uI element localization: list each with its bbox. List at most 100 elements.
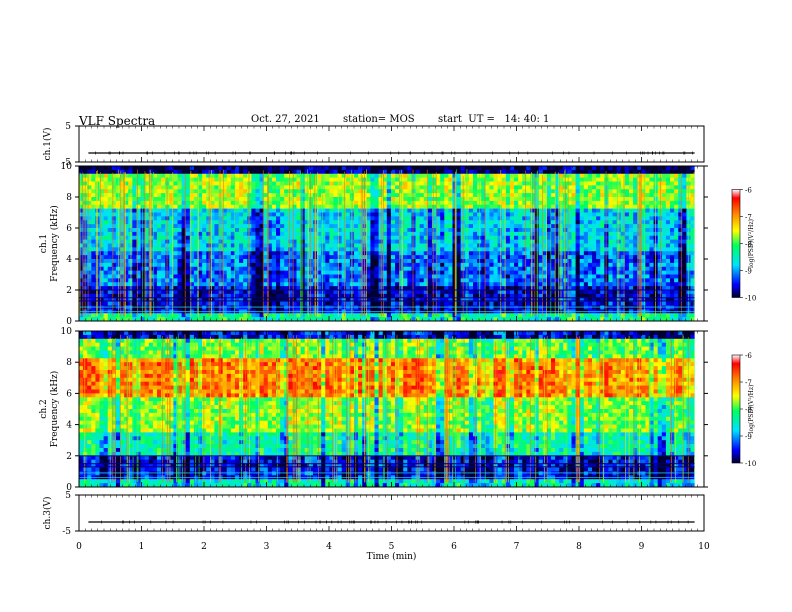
psd-cell: [530, 247, 535, 252]
psd-cell: [452, 262, 457, 268]
psd-cell: [79, 169, 84, 175]
psd-cell: [587, 247, 593, 252]
psd-cell: [518, 255, 523, 260]
psd-cell: [620, 204, 626, 210]
psd-cell: [592, 262, 597, 268]
psd-cell: [526, 255, 531, 260]
psd-cell: [546, 235, 552, 241]
psd-cell: [325, 259, 330, 264]
psd-cell: [226, 243, 232, 248]
psd-cell: [239, 220, 244, 225]
psd-cell: [600, 278, 605, 283]
psd-cell: [411, 224, 416, 229]
psd-cell: [218, 282, 224, 287]
psd-cell: [288, 208, 293, 213]
psd-cell: [575, 243, 581, 248]
psd-cell: [152, 286, 158, 291]
psd-cell: [124, 169, 129, 175]
psd-cell: [505, 239, 511, 244]
psd-cell: [177, 204, 182, 210]
psd-cell: [280, 274, 285, 279]
psd-cell: [427, 231, 433, 237]
psd-cell: [444, 274, 449, 279]
psd-cell: [247, 224, 252, 229]
psd-cell: [91, 278, 96, 283]
psd-cell: [436, 278, 441, 283]
psd-cell: [575, 189, 581, 194]
psd-cell: [493, 197, 499, 202]
psd-cell: [456, 228, 462, 233]
psd-cell: [407, 189, 412, 194]
psd-cell: [115, 274, 121, 279]
psd-cell: [567, 231, 572, 237]
psd-cell: [337, 200, 343, 206]
psd-cell: [661, 197, 667, 202]
psd-cell: [198, 282, 203, 287]
psd-cell: [165, 200, 170, 206]
psd-cell: [526, 282, 531, 287]
psd-cell: [620, 189, 626, 194]
psd-cell: [678, 262, 683, 268]
psd-cell: [226, 193, 232, 198]
psd-cell: [259, 247, 265, 252]
psd-cell: [169, 166, 174, 171]
psd-cell: [296, 204, 302, 210]
psd-cell: [259, 212, 265, 217]
psd-cell: [382, 177, 388, 182]
psd-cell: [276, 235, 281, 241]
psd-cell: [497, 224, 503, 229]
psd-cell: [456, 235, 462, 241]
psd-cell: [419, 204, 425, 210]
psd-cell: [571, 243, 576, 248]
psd-cell: [530, 262, 535, 268]
psd-cell: [181, 262, 187, 268]
psd-cell: [382, 259, 388, 264]
psd-cell: [583, 251, 589, 256]
psd-cell: [567, 166, 572, 171]
psd-cell: [91, 173, 96, 179]
psd-cell: [641, 208, 646, 213]
psd-cell: [230, 259, 236, 264]
psd-cell: [411, 235, 416, 241]
psd-cell: [526, 278, 531, 283]
psd-cell: [608, 181, 613, 186]
psd-cell: [169, 212, 174, 217]
psd-cell: [452, 181, 457, 186]
psd-cell: [353, 216, 359, 221]
psd-cell: [546, 169, 552, 175]
psd-cell: [177, 259, 182, 264]
psd-cell: [169, 220, 174, 225]
psd-cell: [633, 255, 638, 260]
psd-cell: [325, 247, 330, 252]
psd-cell: [325, 286, 330, 291]
psd-cell: [485, 173, 490, 179]
psd-cell: [690, 262, 696, 268]
psd-cell: [518, 212, 523, 217]
psd-cell: [370, 270, 375, 275]
psd-cell: [661, 193, 667, 198]
psd-cell: [341, 197, 347, 202]
psd-cell: [546, 255, 552, 260]
psd-cell: [193, 231, 199, 237]
psd-cell: [280, 251, 285, 256]
psd-cell: [214, 216, 219, 221]
psd-cell: [473, 189, 478, 194]
psd-cell: [230, 274, 236, 279]
psd-cell: [514, 193, 519, 198]
psd-cell: [173, 286, 178, 291]
psd-cell: [661, 177, 667, 182]
psd-cell: [189, 220, 195, 225]
psd-cell: [218, 274, 224, 279]
psd-cell: [156, 274, 162, 279]
psd-cell: [518, 189, 523, 194]
psd-cell: [152, 278, 158, 283]
psd-cell: [612, 166, 618, 171]
psd-cell: [395, 274, 400, 279]
psd-cell: [592, 169, 597, 175]
psd-cell: [366, 181, 371, 186]
psd-cell: [612, 278, 618, 283]
psd-cell: [596, 220, 601, 225]
psd-cell: [181, 247, 187, 252]
psd-cell: [136, 259, 141, 264]
psd-cell: [657, 185, 663, 190]
